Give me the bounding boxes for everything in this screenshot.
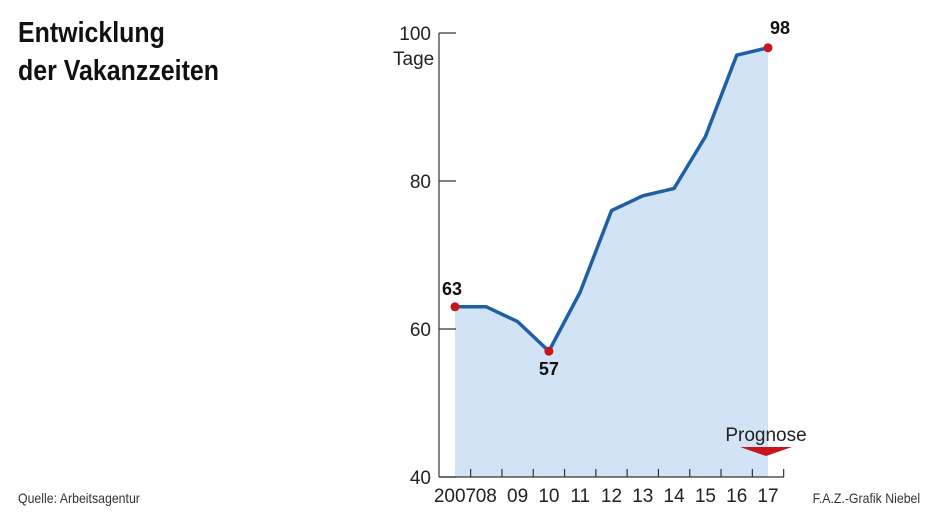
title-line-1: Entwicklung (18, 17, 165, 49)
axis-layer: 40 60 80 100 2007 08 09 10 11 12 13 14 15 16 17 (399, 24, 785, 507)
x-tick-label-16: 16 (726, 486, 747, 507)
y-tick-label-60: 60 (410, 320, 431, 341)
x-tick-label-08: 08 (476, 486, 497, 507)
data-label-63: 63 (442, 279, 462, 299)
y-axis-unit-label: Tage (393, 49, 434, 70)
label-layer: Tage 63 57 98 Prognose (393, 18, 807, 456)
data-label-98: 98 (770, 18, 790, 38)
x-tick-label-11: 11 (570, 486, 590, 507)
x-tick-label-12: 12 (601, 486, 622, 507)
line-layer (450, 43, 773, 356)
graphic-credit: F.A.Z.-Grafik Niebel (812, 490, 920, 506)
prognose-label: Prognose (725, 425, 806, 446)
data-point-98 (763, 43, 773, 53)
area-layer (455, 47, 768, 478)
area-fill (455, 47, 768, 478)
y-tick-label-80: 80 (410, 172, 431, 193)
x-tick-label-14: 14 (664, 486, 686, 507)
data-point-63 (450, 302, 460, 312)
x-tick-label-13: 13 (632, 486, 653, 507)
prognose-marker (740, 447, 792, 456)
x-tick-label-09: 09 (507, 486, 528, 507)
x-tick-label-2007: 2007 (434, 486, 476, 507)
chart-title: Entwicklung der Vakanzzeiten (18, 14, 302, 90)
x-tick-label-17: 17 (757, 486, 778, 507)
y-tick-label-100: 100 (399, 24, 431, 45)
title-line-2: der Vakanzzeiten (18, 55, 219, 87)
x-tick-label-15: 15 (695, 486, 716, 507)
data-point-57 (544, 346, 554, 356)
x-tick-label-10: 10 (538, 486, 559, 507)
source-note: Quelle: Arbeitsagentur (18, 490, 140, 506)
data-label-57: 57 (539, 359, 559, 379)
data-line (453, 46, 770, 353)
y-tick-label-40: 40 (410, 468, 431, 489)
